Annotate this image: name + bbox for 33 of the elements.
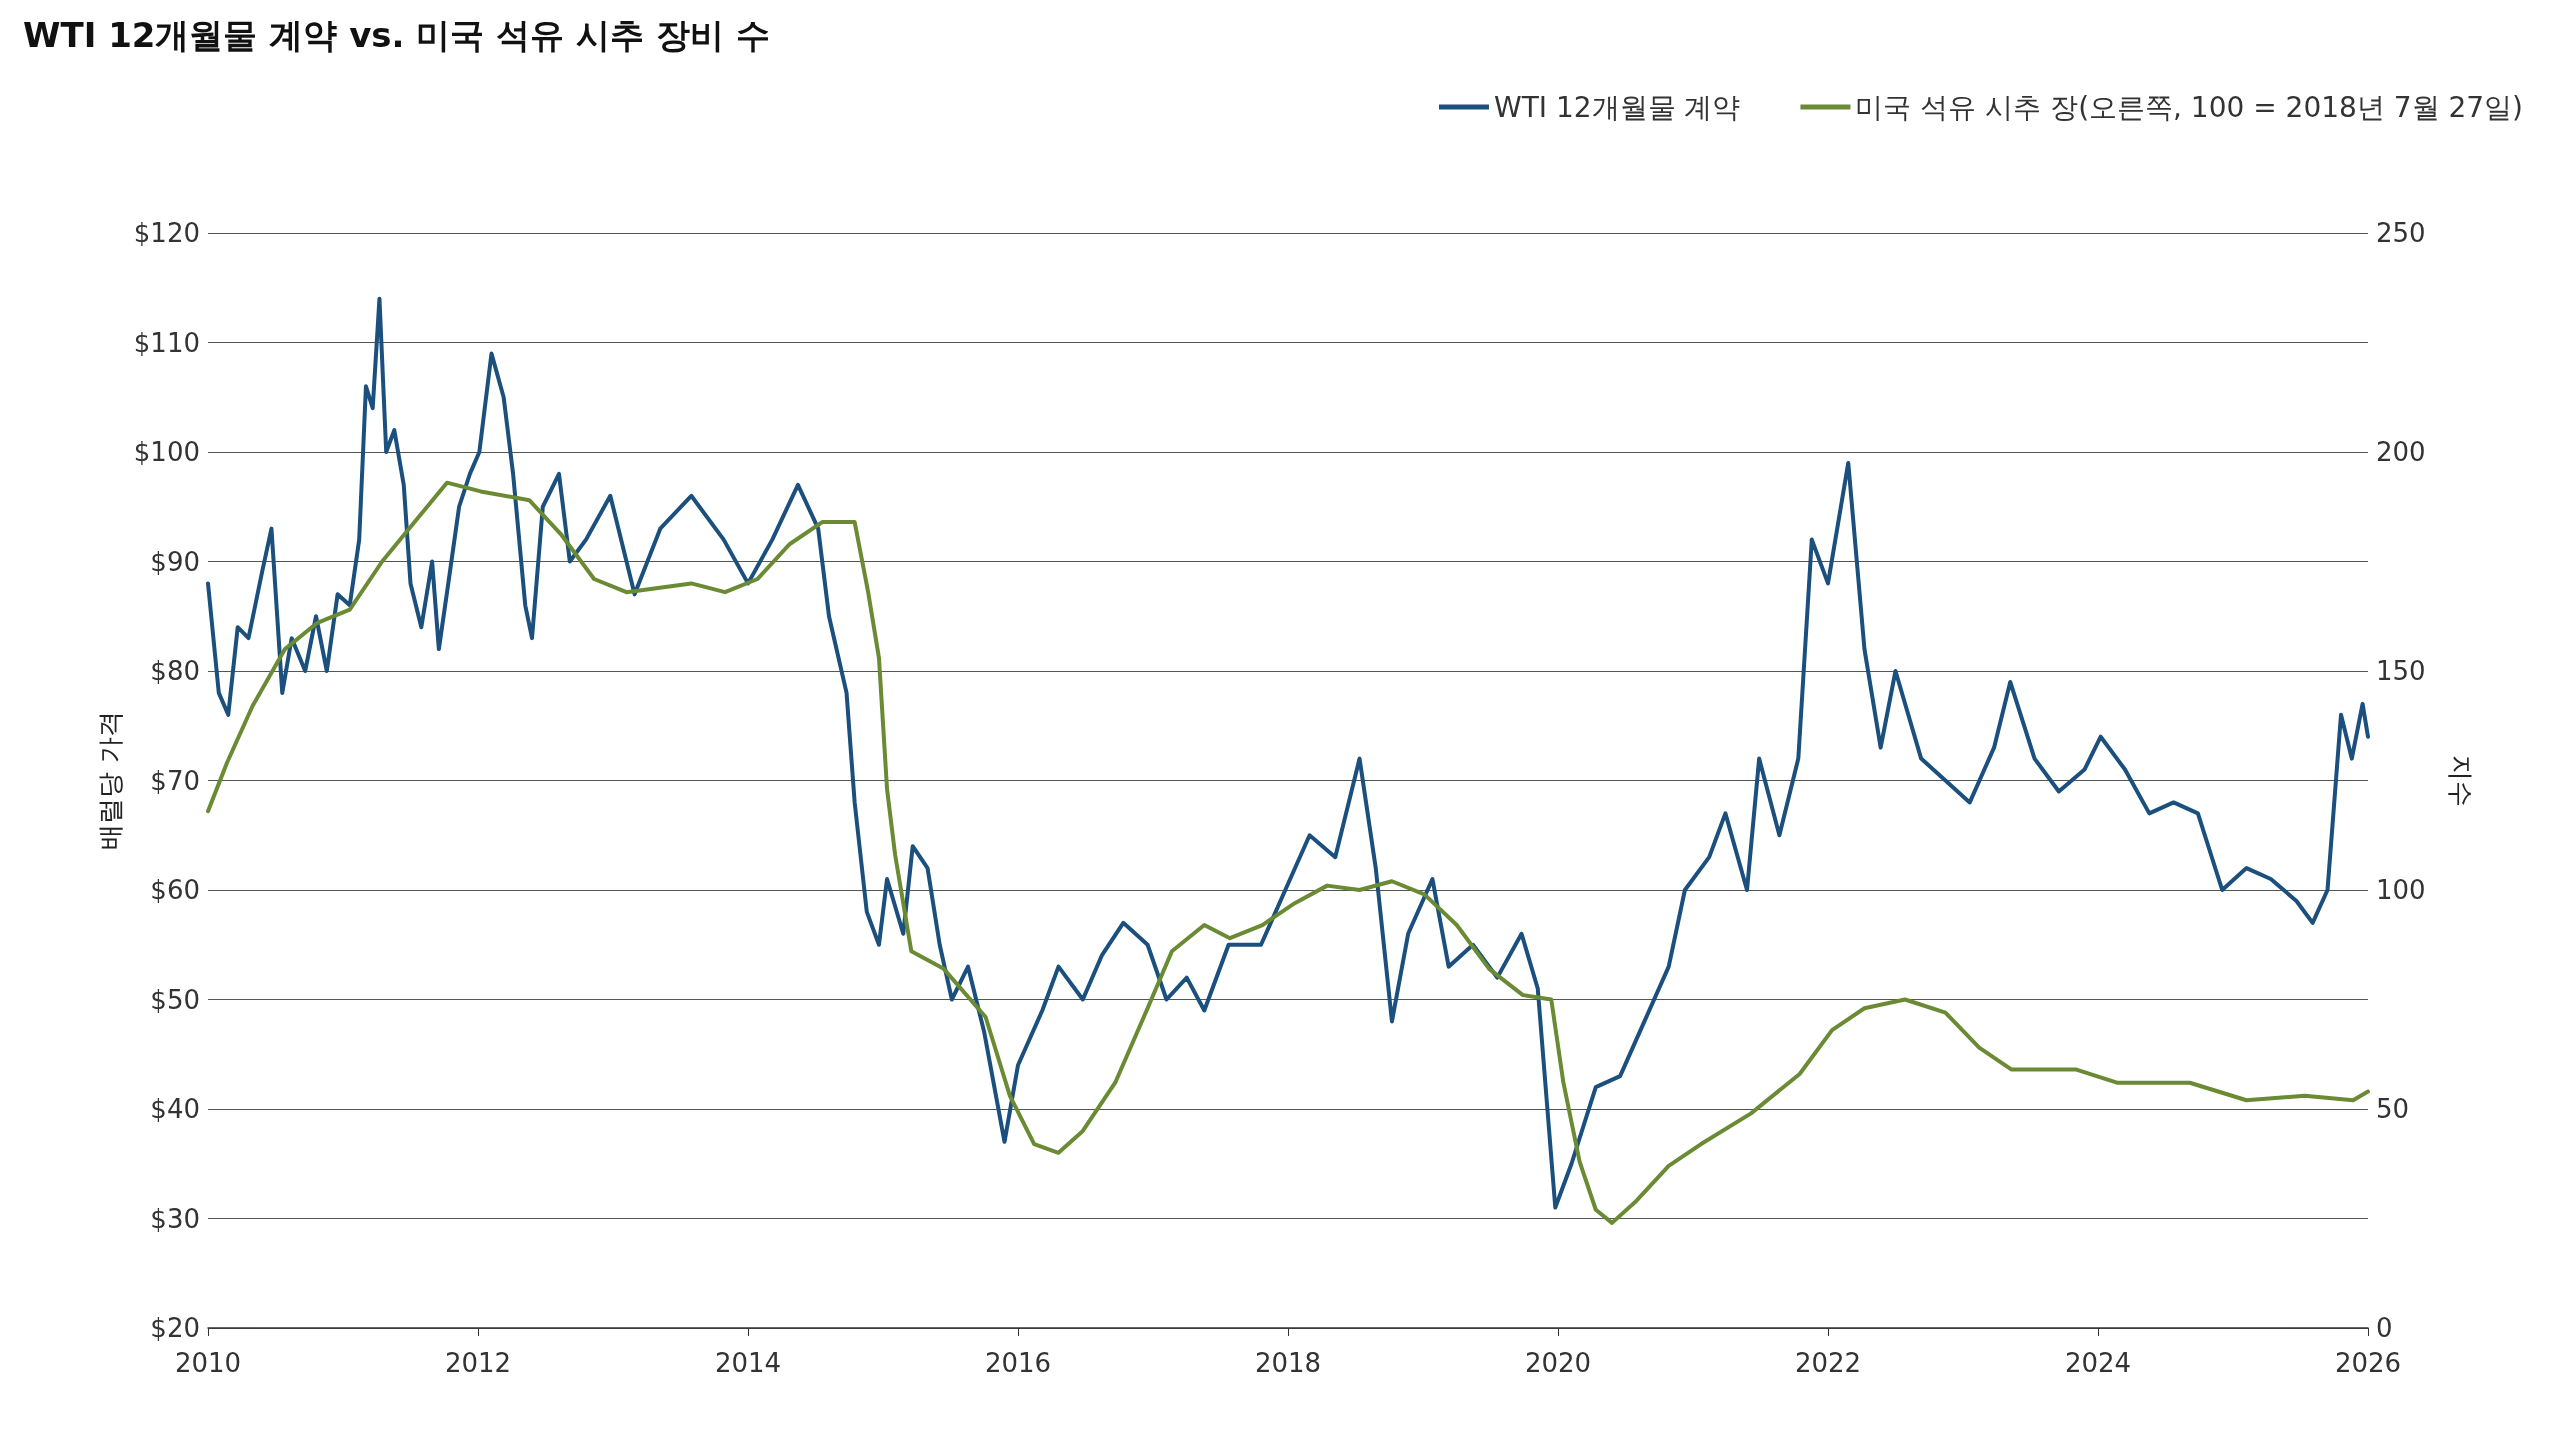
- y-tick-label: $70: [150, 765, 200, 796]
- x-tick-label: 2022: [1794, 1348, 1862, 1378]
- y-tick-label: $20: [150, 1313, 200, 1343]
- y-tick-label: $50: [150, 984, 200, 1015]
- line-series: [206, 296, 2370, 1210]
- y-tick-label: $120: [133, 218, 200, 248]
- x-tick-label: 2026: [2334, 1348, 2402, 1378]
- y-axis-title: 배럴당 가격: [94, 711, 125, 850]
- y2-tick-label: 150: [2376, 656, 2426, 686]
- legend-label: 미국 석유 시추 장(오른쪽, 100 = 2018년 7월 27일): [1855, 90, 2524, 124]
- chart-title: WTI 12개월물 계약 vs. 미국 석유 시추 장비 수: [23, 15, 770, 55]
- legend-label: WTI 12개월물 계약: [1493, 90, 1741, 124]
- y-tick-label: $100: [133, 437, 200, 467]
- x-tick-label: 2024: [2064, 1348, 2132, 1378]
- y-tick-label: $90: [150, 546, 200, 577]
- x-tick-label: 2018: [1254, 1348, 1322, 1378]
- y-tick-label: $40: [150, 1094, 200, 1124]
- x-tick-label: 2010: [174, 1348, 242, 1378]
- y2-tick-label: 200: [2376, 437, 2426, 467]
- line-series: [206, 480, 2370, 1225]
- x-tick-label: 2020: [1524, 1348, 1592, 1378]
- y2-tick-label: 100: [2376, 875, 2426, 905]
- x-tick-label: 2014: [714, 1348, 782, 1378]
- y-tick-label: $60: [150, 875, 200, 905]
- y2-tick-label: 250: [2376, 218, 2426, 248]
- y2-tick-label: 50: [2376, 1094, 2410, 1124]
- y2-axis-title: 지수: [2446, 754, 2476, 807]
- y-tick-label: $30: [150, 1203, 200, 1234]
- x-tick-label: 2016: [984, 1348, 1052, 1378]
- x-tick-label: 2012: [444, 1348, 512, 1378]
- y-tick-label: $110: [133, 327, 200, 358]
- y2-tick-label: 0: [2376, 1313, 2393, 1343]
- y-tick-label: $80: [150, 656, 200, 686]
